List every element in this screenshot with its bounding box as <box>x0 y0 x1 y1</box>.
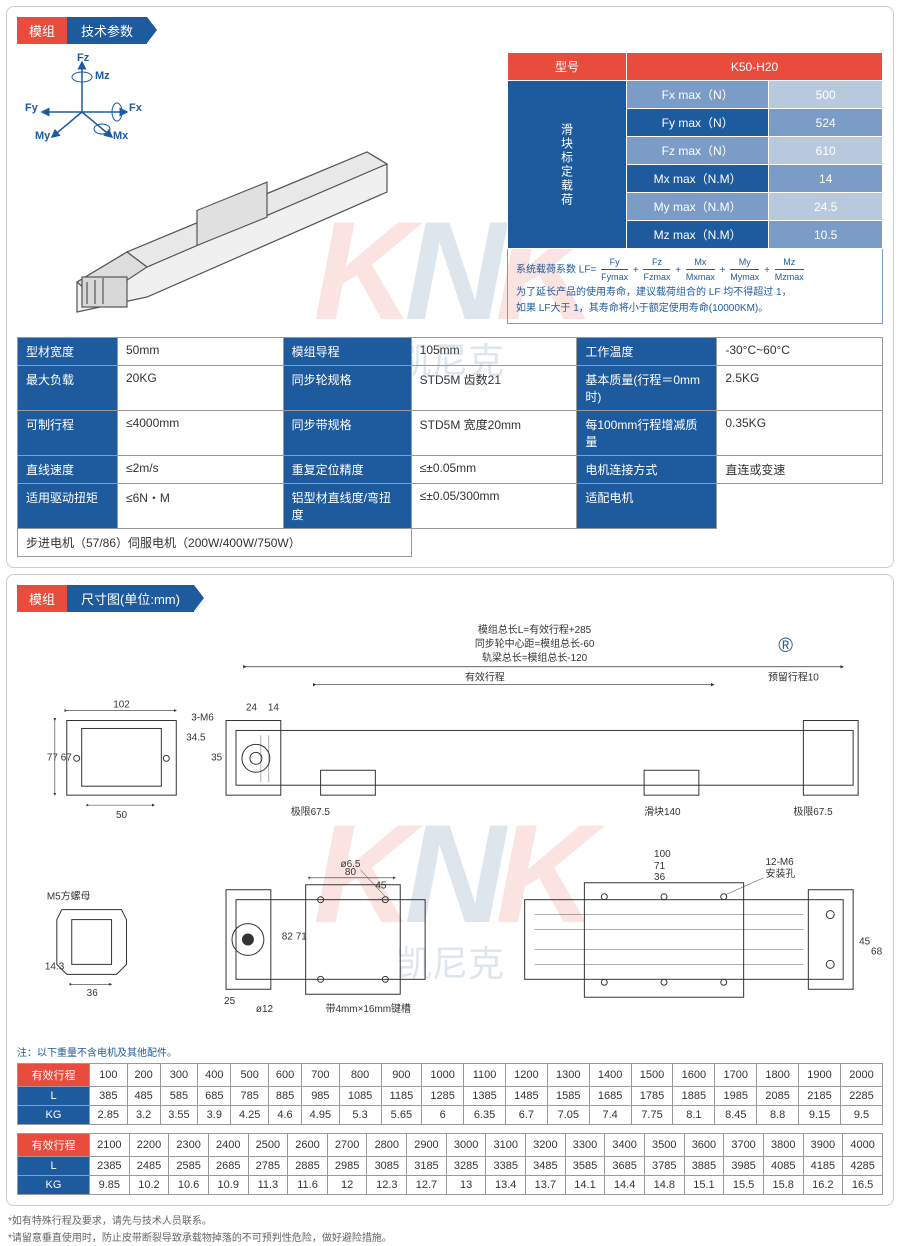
tag-a: 模组 <box>17 17 67 44</box>
svg-text:同步轮中心距=模组总长-60: 同步轮中心距=模组总长-60 <box>475 637 595 650</box>
svg-text:轨梁总长=模组总长-120: 轨梁总长=模组总长-120 <box>482 651 588 664</box>
svg-text:极限67.5: 极限67.5 <box>793 805 833 818</box>
spec-panel: KNK 凯尼克 ® 模组 技术参数 <box>6 6 894 568</box>
svg-text:82: 82 <box>282 931 294 942</box>
svg-text:35: 35 <box>211 752 223 763</box>
stroke-table-1: 有效行程100200300400500600700800900100011001… <box>17 1063 883 1125</box>
svg-text:预留行程10: 预留行程10 <box>768 671 819 684</box>
spec-grid: 型材宽度50mm模组导程105mm工作温度-30°C~60°C最大负载20KG同… <box>17 337 883 557</box>
svg-text:67: 67 <box>61 752 73 763</box>
svg-text:3-M6: 3-M6 <box>191 713 214 724</box>
svg-text:50: 50 <box>116 810 128 821</box>
section-tag-1: 模组 技术参数 <box>17 17 147 44</box>
model-label: 型号 <box>508 53 627 81</box>
svg-text:极限67.5: 极限67.5 <box>291 805 331 818</box>
svg-text:有效行程: 有效行程 <box>465 671 505 684</box>
dims-panel: KNK 凯尼克 ® 模组 尺寸图(单位:mm) 模组总长L=有效行程+285 同… <box>6 574 894 1206</box>
dimension-drawing: 模组总长L=有效行程+285 同步轮中心距=模组总长-60 轨梁总长=模组总长-… <box>17 620 883 1040</box>
svg-text:14: 14 <box>268 703 280 714</box>
svg-text:安装孔: 安装孔 <box>766 867 796 880</box>
svg-text:带4mm×16mm键槽: 带4mm×16mm键槽 <box>326 1002 411 1015</box>
svg-text:M5方螺母: M5方螺母 <box>47 890 91 903</box>
svg-text:模组总长L=有效行程+285: 模组总长L=有效行程+285 <box>478 623 592 636</box>
svg-text:77: 77 <box>47 752 59 763</box>
svg-text:ø12: ø12 <box>256 1004 274 1015</box>
svg-text:滑块140: 滑块140 <box>644 806 681 818</box>
svg-text:36: 36 <box>654 872 666 883</box>
svg-text:68: 68 <box>871 946 883 957</box>
svg-text:45: 45 <box>375 881 387 892</box>
axis-diagram: Fz Mz Fy Fx My Mx <box>17 52 147 162</box>
svg-text:25: 25 <box>224 996 236 1007</box>
svg-text:45: 45 <box>859 936 871 947</box>
svg-text:80: 80 <box>345 867 357 878</box>
footnote-2: *请留意垂直使用时，防止皮带断裂导致承载物掉落的不可预判性危险，做好避险措施。 <box>8 1229 892 1244</box>
section-tag-2: 模组 尺寸图(单位:mm) <box>17 585 194 612</box>
model-value: K50-H20 <box>627 53 883 81</box>
svg-text:34.5: 34.5 <box>186 732 206 743</box>
svg-text:14.3: 14.3 <box>45 961 65 972</box>
footnote-1: *如有特殊行程及要求，请先与技术人员联系。 <box>8 1212 892 1227</box>
formula-box: 系统载荷系数 LF= FyFymax + FzFzmax + MxMxmax +… <box>507 249 883 324</box>
svg-text:71: 71 <box>296 931 308 942</box>
svg-text:100: 100 <box>654 849 671 860</box>
svg-text:12-M6: 12-M6 <box>766 857 795 868</box>
weight-note: 注：以下重量不含电机及其他配件。 <box>17 1044 883 1059</box>
tag-b: 技术参数 <box>67 17 147 44</box>
side-label: 滑块标定载荷 <box>508 81 627 249</box>
load-table: 型号 K50-H20 滑块标定载荷 Fx max（N）500 Fy max（N）… <box>507 52 883 249</box>
svg-text:24: 24 <box>246 703 258 714</box>
svg-text:36: 36 <box>87 988 99 999</box>
svg-text:102: 102 <box>113 700 130 711</box>
svg-text:71: 71 <box>654 861 666 872</box>
